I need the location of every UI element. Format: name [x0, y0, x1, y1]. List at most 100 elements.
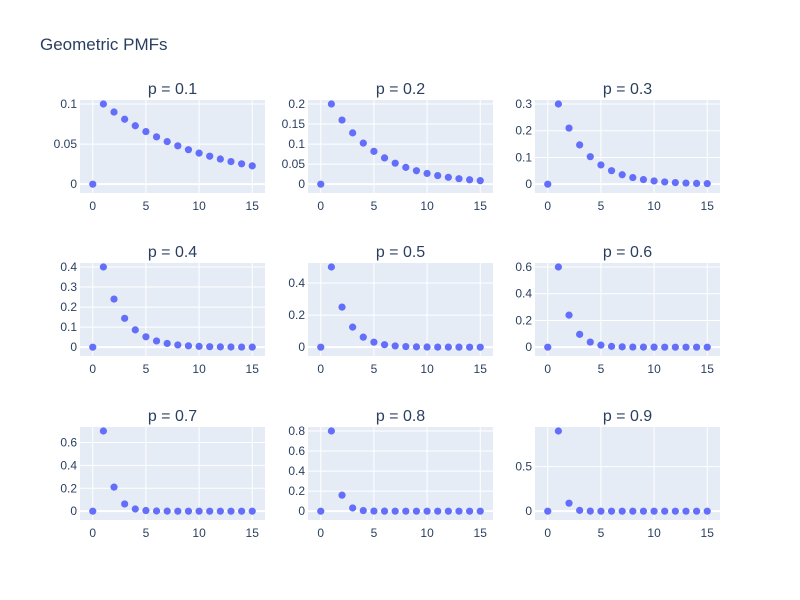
data-point: [142, 506, 150, 515]
data-point: [195, 149, 203, 157]
data-point: [349, 129, 357, 137]
data-point: [650, 343, 658, 351]
data-point: [597, 341, 605, 349]
data-point: [216, 507, 224, 515]
data-point: [703, 180, 711, 188]
subplot-title: p = 0.1: [148, 81, 197, 98]
data-point: [682, 343, 690, 351]
data-point: [423, 507, 431, 515]
subplot-title: p = 0.9: [603, 408, 652, 425]
x-tick-label: 5: [143, 199, 150, 213]
data-point: [227, 343, 235, 351]
y-tick-label: 0: [525, 340, 532, 354]
data-point: [402, 507, 410, 515]
data-point: [238, 160, 246, 168]
data-point: [554, 100, 562, 108]
y-tick-label: 0.8: [288, 424, 305, 438]
data-point: [338, 491, 346, 499]
data-point: [444, 173, 452, 181]
data-point: [391, 159, 399, 167]
data-point: [586, 507, 594, 515]
data-point: [216, 155, 224, 163]
data-point: [317, 180, 325, 188]
data-point: [671, 178, 679, 187]
plot-area: [80, 263, 265, 356]
x-tick-label: 0: [89, 526, 96, 540]
data-point: [434, 171, 442, 180]
y-tick-label: 0.1: [515, 150, 532, 164]
x-tick-label: 0: [544, 199, 551, 213]
data-point: [402, 342, 410, 351]
data-point: [434, 343, 442, 351]
data-point: [629, 507, 637, 515]
data-point: [174, 341, 182, 349]
subplot-title: p = 0.3: [603, 81, 652, 98]
data-point: [565, 499, 573, 507]
data-point: [466, 507, 474, 515]
data-point: [391, 342, 399, 350]
x-tick-label: 15: [246, 199, 260, 213]
data-point: [618, 507, 626, 515]
data-point: [131, 122, 139, 130]
plot-area: [535, 100, 720, 193]
data-point: [618, 343, 626, 351]
data-point: [380, 154, 389, 162]
data-point: [359, 333, 367, 341]
data-point: [639, 507, 648, 515]
data-point: [671, 343, 679, 351]
data-point: [650, 177, 658, 185]
subplot-8: 0 5 10 15 0 0.2 0.4 0.6 0.8 p = 0.8: [288, 408, 493, 540]
data-point: [121, 314, 129, 322]
data-point: [89, 343, 97, 351]
data-point: [227, 507, 235, 515]
x-tick-label: 5: [143, 362, 150, 376]
y-tick-label: 0: [70, 340, 77, 354]
x-tick-label: 5: [371, 199, 378, 213]
x-tick-label: 15: [246, 526, 260, 540]
y-tick-label: 0.1: [60, 97, 77, 111]
x-tick-label: 0: [89, 362, 96, 376]
data-point: [131, 326, 139, 334]
subplot-3: 0 5 10 15 0 0.1 0.2 0.3 p = 0.3: [515, 81, 720, 213]
y-tick-label: 0: [525, 177, 532, 191]
x-tick-label: 10: [647, 199, 661, 213]
x-tick-label: 10: [420, 362, 434, 376]
data-point: [184, 342, 193, 350]
data-point: [317, 507, 325, 515]
y-tick-label: 0.6: [60, 435, 77, 449]
data-point: [423, 169, 431, 178]
data-point: [639, 175, 648, 184]
y-tick-label: 0.15: [282, 117, 306, 131]
data-point: [195, 507, 203, 515]
data-point: [476, 177, 484, 185]
x-tick-label: 0: [544, 362, 551, 376]
y-tick-label: 0.2: [515, 124, 532, 138]
data-point: [703, 343, 711, 351]
data-point: [597, 507, 605, 515]
y-tick-label: 0: [298, 177, 305, 191]
data-point: [248, 343, 256, 351]
data-point: [444, 343, 452, 351]
data-point: [359, 139, 367, 147]
data-point: [576, 506, 584, 514]
data-point: [142, 333, 150, 341]
figure-title: Geometric PMFs: [40, 35, 168, 54]
data-point: [327, 427, 335, 435]
data-point: [586, 338, 594, 346]
data-point: [152, 337, 161, 345]
x-tick-label: 0: [544, 526, 551, 540]
data-point: [586, 153, 594, 161]
subplot-title: p = 0.7: [148, 408, 197, 425]
data-point: [174, 142, 182, 150]
subplot-title: p = 0.2: [376, 81, 425, 98]
data-point: [682, 507, 690, 515]
x-tick-label: 15: [474, 199, 488, 213]
data-point: [618, 171, 626, 179]
x-tick-label: 15: [701, 199, 715, 213]
data-point: [248, 507, 256, 515]
y-tick-label: 0.4: [60, 458, 77, 472]
x-tick-label: 0: [317, 526, 324, 540]
data-point: [152, 133, 161, 141]
